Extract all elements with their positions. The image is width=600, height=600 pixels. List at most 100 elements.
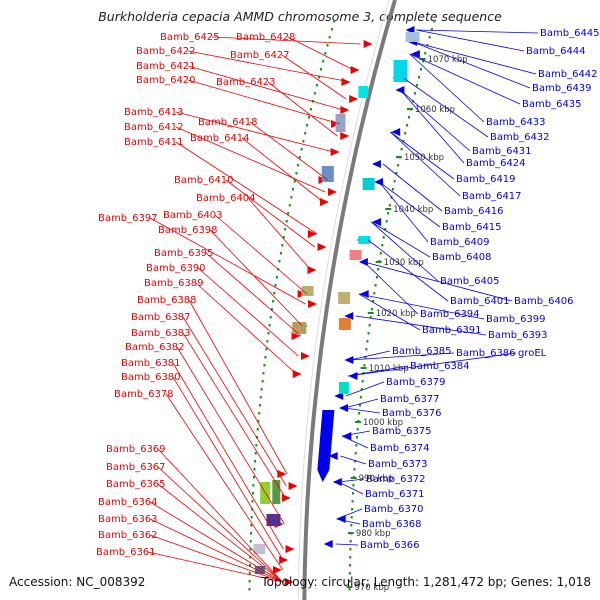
tick-dot	[385, 220, 388, 223]
tick-dot	[315, 84, 318, 87]
tick-dot	[261, 380, 264, 383]
forward-gene-arrow	[307, 230, 317, 238]
reverse-connector	[371, 221, 439, 282]
tick-dot	[364, 356, 367, 359]
reverse-gene-label: Bamb_6409	[430, 237, 490, 248]
tick-dot	[254, 460, 257, 463]
scale-label: 980 kbp	[356, 529, 391, 539]
tick-dot	[359, 396, 362, 399]
reverse-connector	[341, 430, 371, 437]
tick-dot	[313, 92, 316, 95]
tick-dot	[375, 276, 378, 279]
forward-gene-arrow	[285, 545, 295, 553]
forward-gene-label: Bamb_6410	[174, 175, 234, 186]
reverse-connector	[341, 435, 369, 449]
reverse-gene-label: Bamb_6433	[486, 117, 546, 128]
reverse-connector	[349, 350, 391, 361]
reverse-connector	[344, 407, 381, 414]
tick-dot	[326, 44, 329, 47]
reverse-gene-label: Bamb_6439	[532, 83, 592, 94]
tick-dot	[253, 476, 255, 479]
tick-dot	[373, 292, 376, 295]
tick-dot	[281, 244, 284, 247]
forward-gene-label: Bamb_6381	[121, 358, 181, 369]
forward-gene-label: Bamb_6367	[106, 462, 166, 473]
tick-dot	[352, 484, 355, 487]
reverse-connector	[358, 293, 485, 320]
forward-gene-label: Bamb_6411	[124, 137, 184, 148]
forward-connector	[225, 179, 316, 248]
forward-connector	[175, 141, 318, 235]
forward-gene-label: Bamb_6428	[236, 32, 296, 43]
tick-dot	[269, 316, 272, 319]
forward-gene-arrow	[341, 78, 351, 86]
forward-gene-label: Bamb_6398	[158, 225, 218, 236]
forward-gene-label: Bamb_6418	[198, 117, 258, 128]
forward-gene-arrow	[330, 148, 340, 156]
tick-dot	[354, 452, 357, 455]
tick-dot	[287, 212, 290, 215]
reverse-connector	[409, 53, 521, 105]
tick-dot	[298, 156, 301, 159]
reverse-gene-arrow	[323, 540, 333, 548]
forward-connector	[157, 448, 283, 583]
forward-connector	[188, 299, 288, 475]
forward-connector	[149, 501, 283, 583]
reverse-connector	[382, 163, 443, 212]
tick-dot	[259, 396, 262, 399]
forward-gene-arrow	[328, 188, 338, 196]
tick-dot	[268, 324, 271, 327]
reverse-gene-arrow	[371, 160, 381, 168]
reverse-gene-label: Bamb_6424	[466, 158, 526, 169]
scale-label: 1070 kbp	[428, 55, 468, 65]
tick-dot	[355, 444, 358, 447]
tick-dot	[295, 172, 298, 175]
forward-gene-arrow	[319, 198, 329, 206]
tick-dot	[253, 468, 256, 471]
forward-connector	[149, 217, 306, 305]
tick-dot	[318, 76, 320, 79]
genome-summary: Topology: circular; Length: 1,281,472 bp…	[261, 575, 591, 589]
reverse-gene-label: Bamb_6406	[514, 296, 574, 307]
tick-dot	[418, 76, 420, 79]
reverse-gene-label: Bamb_6435	[522, 99, 582, 110]
tick-dot	[251, 500, 254, 503]
forward-gene-label: Bamb_6378	[114, 389, 174, 400]
tick-dot	[420, 68, 422, 71]
tick-dot	[356, 428, 359, 431]
tick-dot	[422, 60, 425, 63]
annotation-block	[338, 382, 349, 394]
tick-dot	[358, 412, 361, 415]
scale-label: 1000 kbp	[363, 418, 403, 428]
forward-connector	[182, 332, 286, 499]
tick-dot	[308, 116, 310, 119]
reverse-connector	[349, 352, 455, 361]
forward-gene-label: Bamb_6362	[98, 530, 158, 541]
forward-connector	[241, 137, 324, 203]
forward-gene-label: Bamb_6397	[98, 213, 158, 224]
reverse-gene-label: Bamb_6375	[372, 426, 432, 437]
reverse-gene-label: Bamb_6416	[444, 206, 504, 217]
scale-label: 1020 kbp	[376, 309, 416, 319]
reverse-connector	[371, 221, 431, 258]
annotation-block	[253, 544, 266, 554]
gene-labels: Bamb_6425 Bamb_6428 Bamb_6422 Bamb_6427 Bamb…	[96, 28, 600, 558]
annotation-block	[338, 318, 351, 330]
long-reverse-gene	[317, 410, 335, 482]
reverse-gene-label: Bamb_6377	[380, 394, 440, 405]
reverse-gene-arrow	[344, 356, 354, 364]
forward-gene-arrow	[281, 494, 291, 502]
scale-label: 1060 kbp	[415, 105, 455, 115]
label-connectors	[147, 29, 539, 583]
forward-gene-arrow	[317, 243, 327, 251]
forward-gene-label: Bamb_6389	[144, 278, 204, 289]
tick-dot	[293, 180, 296, 183]
forward-gene-label: Bamb_6365	[106, 479, 166, 490]
tick-dot	[424, 52, 427, 55]
tick-dot	[359, 404, 361, 407]
reverse-gene-label: Bamb_6432	[490, 132, 550, 143]
forward-gene-label: Bamb_6382	[125, 342, 185, 353]
reverse-connector	[355, 315, 487, 336]
reverse-gene-label: Bamb_6371	[365, 489, 425, 500]
forward-gene-label: Bamb_6380	[121, 372, 181, 383]
